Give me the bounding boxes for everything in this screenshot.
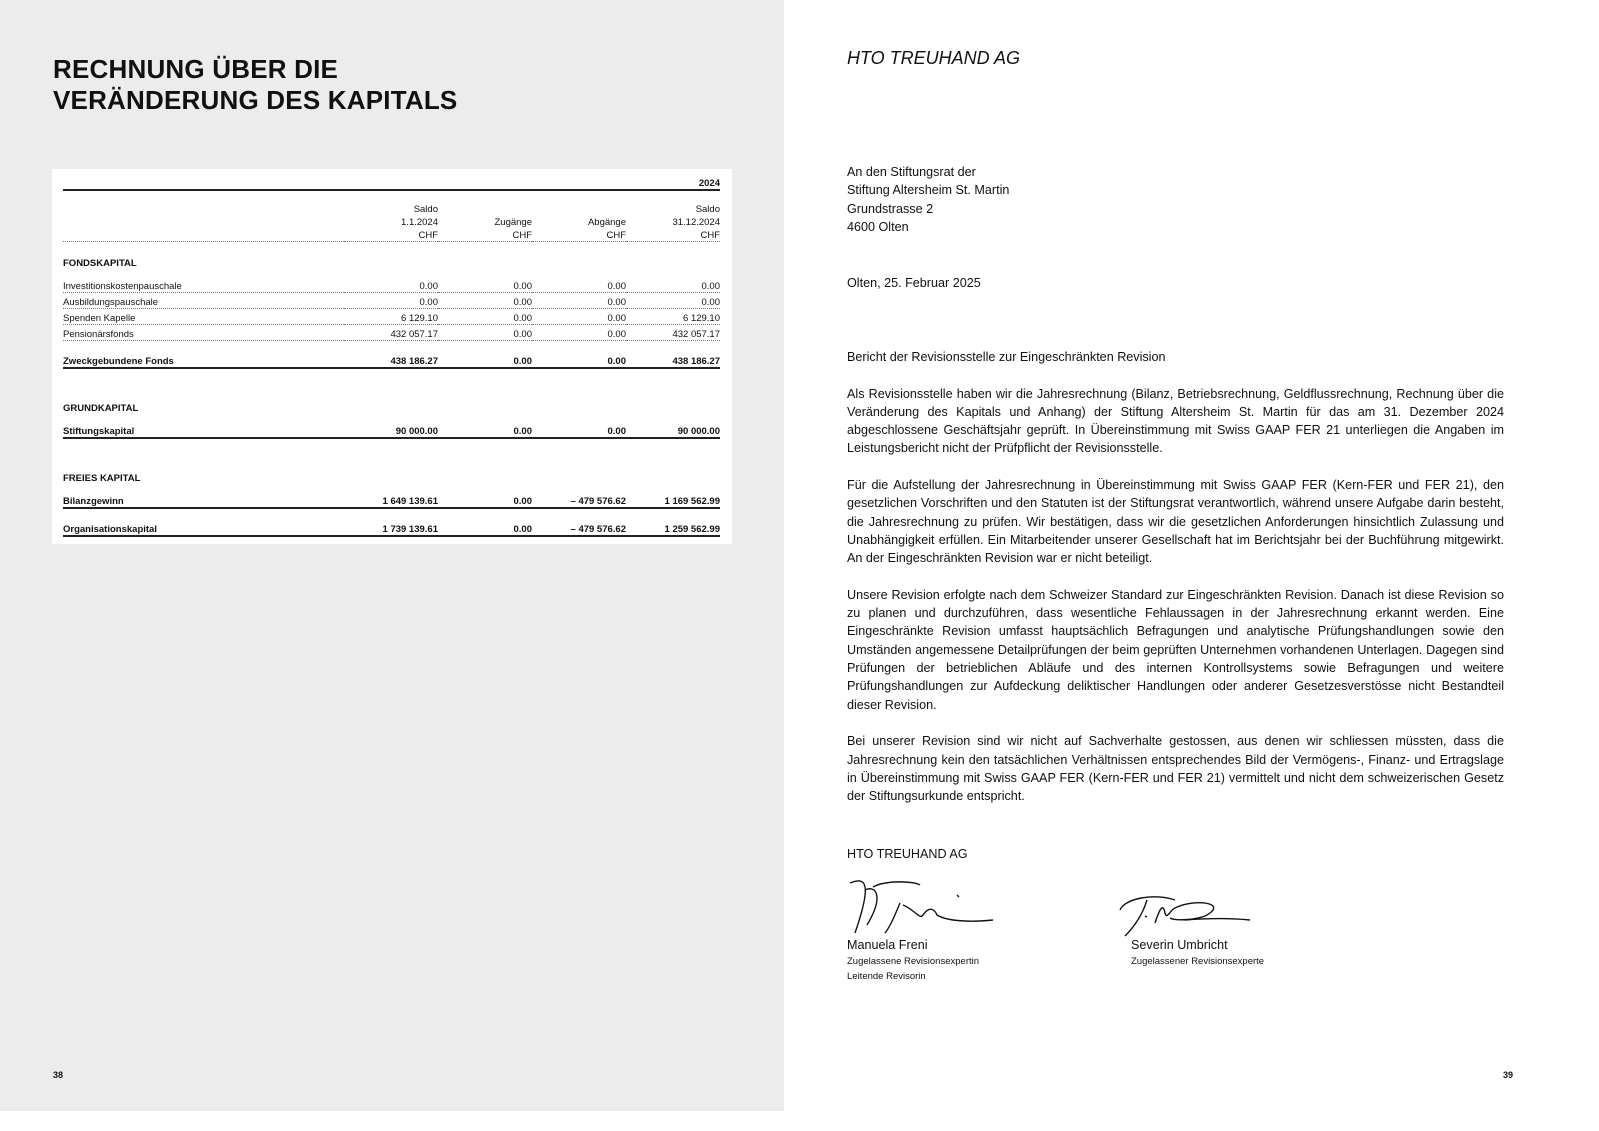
total-row: Zweckgebundene Fonds 438 186.27 0.00 0.00 43… bbox=[63, 352, 720, 369]
signoff: HTO TREUHAND AG bbox=[847, 847, 968, 861]
table-row: Spenden Kapelle 6 129.10 0.00 0.00 6 129.10 bbox=[63, 308, 720, 325]
column-header-row: Saldo Saldo bbox=[413, 204, 720, 215]
letter-date: Olten, 25. Februar 2025 bbox=[847, 276, 981, 290]
signature-umbricht bbox=[1119, 896, 1251, 937]
signature-freni bbox=[849, 880, 994, 934]
paragraph: Für die Aufstellung der Jahresrechnung i… bbox=[847, 478, 1504, 566]
capital-change-table: 2024 Saldo Saldo 1.1.2024 Zugänge Abgänge 31.1… bbox=[63, 174, 720, 537]
year-header: 2024 bbox=[626, 174, 720, 191]
page-number: 38 bbox=[53, 1070, 64, 1080]
left-page: RECHNUNG ÜBER DIE VERÄNDERUNG DES KAPITA… bbox=[0, 0, 784, 1111]
total-row: Bilanzgewinn 1 649 139.61 0.00– 479 576.62… bbox=[63, 492, 720, 509]
capital-table-panel: 2024 Saldo Saldo 1.1.2024 Zugänge Abgänge 31.1… bbox=[52, 169, 732, 544]
subject: Bericht der Revisionsstelle zur Eingesch… bbox=[847, 350, 1166, 364]
column-header-row: 1.1.2024 Zugänge Abgänge 31.12.2024 bbox=[401, 217, 720, 228]
paragraph: Unsere Revision erfolgte nach dem Schwei… bbox=[847, 587, 1504, 712]
paragraph: Als Revisionsstelle haben wir die Jahres… bbox=[847, 386, 1504, 456]
table-row: Pensionärsfonds 432 057.17 0.00 0.00 432 057… bbox=[63, 324, 720, 341]
table-row: Investitionskostenpauschale 0.00 0.00 0.00 0… bbox=[63, 276, 720, 293]
page-title: RECHNUNG ÜBER DIE VERÄNDERUNG DES KAPITA… bbox=[53, 54, 458, 115]
section-heading: GRUNDKAPITAL bbox=[63, 403, 139, 414]
page-number: 39 bbox=[1503, 1070, 1514, 1080]
letter-body: Bericht der Revisionsstelle zur Eingesch… bbox=[847, 348, 1504, 824]
paragraph: Bei unserer Revision sind wir nicht auf … bbox=[847, 734, 1504, 804]
total-row: Stiftungskapital 90 000.00 0.00 0.00 90 000.… bbox=[63, 422, 720, 439]
address-block: An den Stiftungsrat der Stiftung Altersh… bbox=[847, 165, 1010, 234]
signer-freni: Manuela Freni Zugelassene Revisionsexper… bbox=[847, 938, 980, 982]
column-header-row: CHF CHF CHF CHF bbox=[63, 228, 720, 242]
grand-total-row: Organisationskapital 1 739 139.61 0.00– 47… bbox=[63, 520, 720, 537]
section-heading: FONDSKAPITAL bbox=[63, 258, 137, 269]
right-page bbox=[784, 0, 1599, 1111]
auditor-company: HTO TREUHAND AG bbox=[847, 48, 1021, 68]
signer-umbricht: Severin Umbricht Zugelassener Revisionse… bbox=[1131, 938, 1265, 967]
section-heading: FREIES KAPITAL bbox=[63, 473, 141, 484]
table-row: Ausbildungspauschale 0.00 0.00 0.00 0.00 bbox=[63, 292, 720, 309]
